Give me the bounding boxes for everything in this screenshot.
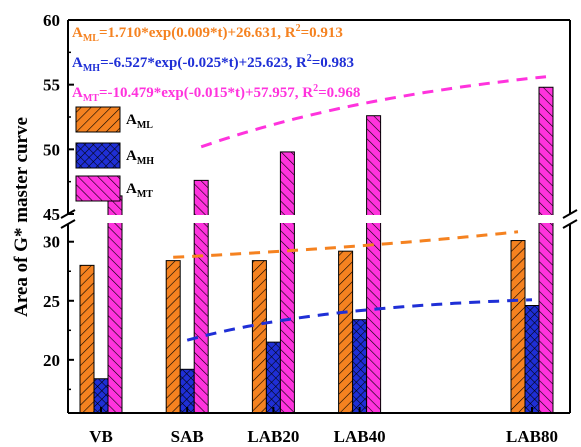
fit-equation-mh: AMH=-6.527*exp(-0.025*t)+25.623, R2=0.98…: [72, 53, 354, 74]
bar-mh-lab40: [352, 319, 368, 414]
y-tick-label: 55: [43, 76, 60, 95]
axes-layer: [60, 19, 578, 414]
x-tick-label-lab20: LAB20: [247, 427, 299, 446]
y-tick-label: 60: [43, 11, 60, 30]
x-tick-label-sab: SAB: [171, 427, 204, 446]
bar-ml-vb: [79, 264, 95, 414]
y-tick-label: 30: [43, 233, 60, 252]
fit-curves-layer: [173, 75, 547, 342]
break-mark: [60, 219, 76, 229]
axis-break-gap: [68, 215, 574, 223]
fit-curve-mt: [200, 75, 547, 149]
bar-mt-lab40: [366, 115, 382, 414]
legend-swatch-mt: [75, 175, 121, 202]
fit-equation-mt: AMT=-10.479*exp(-0.015*t)+57.957, R2=0.9…: [72, 83, 360, 104]
bar-ml-lab80: [510, 240, 526, 414]
x-tick-label-lab80: LAB80: [506, 427, 558, 446]
bar-ml-lab20: [251, 260, 267, 414]
break-mark: [562, 219, 578, 229]
bar-mt-lab80: [538, 86, 554, 414]
y-tick-label: 50: [43, 140, 60, 159]
bar-ml-lab40: [338, 250, 354, 414]
bar-mh-lab80: [524, 305, 540, 414]
bar-mh-lab20: [265, 341, 281, 414]
legend-swatch-mh: [75, 142, 121, 169]
labels-layer: 20 25 30 45 50 55 60 VB SAB LAB20 LAB40 LAB80 Area o…: [11, 11, 558, 446]
fit-equations: AML=1.710*exp(0.009*t)+26.631, R2=0.913 A…: [72, 23, 360, 104]
bar-ml-sab: [165, 260, 181, 414]
bar-mt-lab20: [279, 151, 295, 414]
legend-label-mt: AMT: [126, 181, 153, 200]
y-tick-label: 45: [43, 205, 60, 224]
fit-equation-ml: AML=1.710*exp(0.009*t)+26.631, R2=0.913: [72, 23, 343, 44]
x-tick-label-lab40: LAB40: [334, 427, 386, 446]
fit-curve-mh: [186, 298, 533, 342]
legend: AML AMH AMT: [75, 106, 154, 202]
y-axis-label: Area of G* master curve: [11, 117, 32, 317]
legend-swatch-ml: [75, 106, 121, 133]
break-mark: [562, 209, 578, 219]
legend-label-ml: AML: [126, 112, 153, 131]
fit-curve-ml: [173, 230, 519, 259]
legend-label-mh: AMH: [126, 148, 154, 167]
y-tick-label: 25: [43, 292, 60, 311]
bar-mh-sab: [179, 368, 195, 414]
y-tick-label: 20: [43, 351, 60, 370]
bar-mt-vb: [107, 195, 123, 414]
x-tick-label-vb: VB: [89, 427, 113, 446]
